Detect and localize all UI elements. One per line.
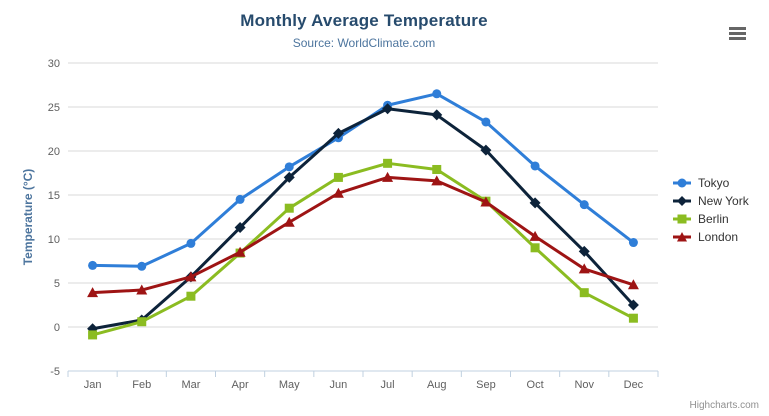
series-line-berlin[interactable] — [91, 161, 635, 337]
marker-tokyo[interactable] — [628, 238, 638, 248]
legend-item-berlin[interactable]: Berlin — [671, 210, 749, 228]
marker-tokyo[interactable] — [284, 162, 294, 172]
x-tick-label: Sep — [476, 379, 496, 391]
marker-berlin[interactable] — [333, 172, 343, 182]
x-tick-label: May — [279, 379, 300, 391]
marker-new-york[interactable] — [578, 245, 590, 257]
series-line-new-york[interactable] — [91, 107, 635, 331]
marker-berlin[interactable] — [579, 288, 589, 298]
legend-label: New York — [698, 194, 749, 208]
y-tick-label: 25 — [48, 102, 60, 114]
marker-tokyo[interactable] — [432, 89, 442, 99]
credits-link[interactable]: Highcharts.com — [689, 400, 759, 411]
marker-berlin[interactable] — [137, 317, 147, 327]
marker-new-york[interactable] — [529, 197, 541, 209]
marker-london[interactable] — [234, 246, 246, 257]
marker-london[interactable] — [529, 230, 541, 241]
legend-marker-square-icon — [673, 214, 691, 224]
marker-tokyo[interactable] — [579, 200, 589, 210]
hamburger-menu-icon — [729, 26, 753, 40]
legend-item-london[interactable]: London — [671, 228, 749, 246]
legend-item-tokyo[interactable]: Tokyo — [671, 174, 749, 192]
x-tick-label: Feb — [132, 379, 151, 391]
y-tick-label: 5 — [54, 278, 60, 290]
marker-london[interactable] — [87, 287, 99, 298]
marker-berlin[interactable] — [628, 313, 638, 323]
y-tick-label: 10 — [48, 234, 60, 246]
marker-new-york[interactable] — [480, 144, 492, 156]
marker-berlin[interactable] — [88, 330, 98, 340]
legend-label: Tokyo — [698, 176, 730, 190]
marker-london[interactable] — [283, 216, 295, 227]
marker-london[interactable] — [480, 196, 492, 207]
legend-item-new-york[interactable]: New York — [671, 192, 749, 210]
marker-new-york[interactable] — [332, 127, 344, 139]
marker-london[interactable] — [382, 171, 394, 182]
y-tick-label: 20 — [48, 146, 60, 158]
legend-marker-circle-icon — [673, 178, 691, 188]
marker-london[interactable] — [185, 271, 197, 282]
marker-tokyo[interactable] — [88, 260, 98, 270]
marker-tokyo[interactable] — [530, 161, 540, 171]
marker-tokyo[interactable] — [235, 194, 245, 204]
export-menu-button[interactable] — [729, 23, 753, 43]
marker-london[interactable] — [136, 284, 148, 295]
x-tick-label: Jul — [381, 379, 395, 391]
marker-london[interactable] — [627, 279, 639, 290]
legend-label: Berlin — [698, 212, 729, 226]
marker-berlin[interactable] — [186, 291, 196, 301]
y-tick-label: 30 — [48, 58, 60, 70]
marker-berlin[interactable] — [284, 203, 294, 213]
marker-berlin[interactable] — [383, 158, 393, 168]
marker-london[interactable] — [578, 263, 590, 274]
marker-new-york[interactable] — [431, 109, 443, 121]
x-tick-label: Jan — [84, 379, 102, 391]
x-tick-label: Dec — [624, 379, 644, 391]
marker-new-york[interactable] — [234, 222, 246, 234]
marker-london[interactable] — [431, 175, 443, 186]
x-tick-label: Mar — [181, 379, 200, 391]
chart-subtitle: Source: WorldClimate.com — [292, 36, 436, 50]
legend-marker-triangle-icon — [673, 232, 691, 242]
chart-title: Monthly Average Temperature — [240, 11, 488, 30]
legend: Tokyo New York Berlin London — [671, 174, 749, 246]
x-tick-label: Aug — [427, 379, 447, 391]
marker-new-york[interactable] — [627, 299, 639, 311]
y-tick-label: -5 — [50, 366, 60, 378]
legend-label: London — [698, 230, 739, 244]
marker-tokyo[interactable] — [186, 238, 196, 248]
legend-marker-diamond-icon — [673, 196, 691, 206]
x-tick-label: Jun — [330, 379, 348, 391]
marker-berlin[interactable] — [432, 164, 442, 174]
series-line-london[interactable] — [91, 175, 635, 295]
marker-london[interactable] — [332, 187, 344, 198]
marker-berlin[interactable] — [530, 243, 540, 253]
marker-new-york[interactable] — [283, 171, 295, 183]
x-tick-label: Apr — [232, 379, 249, 391]
y-tick-label: 15 — [48, 190, 60, 202]
y-tick-label: 0 — [54, 322, 60, 334]
marker-new-york[interactable] — [382, 103, 394, 115]
x-tick-label: Nov — [574, 379, 594, 391]
marker-tokyo[interactable] — [137, 261, 147, 271]
x-tick-label: Oct — [527, 379, 544, 391]
marker-tokyo[interactable] — [481, 117, 491, 127]
